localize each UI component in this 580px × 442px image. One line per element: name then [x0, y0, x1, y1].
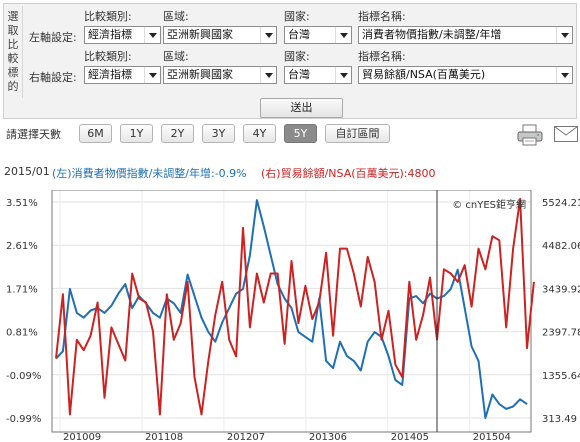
left-axis-tick: 1.71%	[6, 284, 38, 295]
x-axis-tick: 201207	[227, 432, 265, 442]
range-5y-button[interactable]: 5Y	[284, 124, 317, 143]
right-axis-tick: 4482.06	[542, 241, 580, 252]
right-indicator-value: 貿易餘額/NSA(百萬美元)	[362, 68, 486, 81]
chevron-down-icon	[335, 27, 351, 43]
x-axis-tick: 201306	[309, 432, 347, 442]
right-indicator-select[interactable]: 貿易餘額/NSA(百萬美元)	[358, 66, 573, 84]
right-region-select[interactable]: 亞洲新興國家	[163, 66, 277, 84]
left-axis-tick: -0.09%	[6, 371, 41, 382]
right-category-select[interactable]: 經濟指標	[84, 66, 161, 84]
legend-right-series: (右)貿易餘額/NSA(百萬美元):4800	[261, 167, 436, 180]
left-axis-tick: 2.61%	[6, 241, 38, 252]
selection-panel: 選取比較標的 比較類別: 區域: 國家: 指標名稱: 左軸設定: 經濟指標 亞洲…	[3, 3, 577, 119]
x-axis-tick: 201405	[391, 432, 429, 442]
chart-series	[55, 197, 535, 419]
chevron-down-icon	[556, 27, 572, 43]
left-category-value: 經濟指標	[88, 28, 132, 41]
days-label: 請選擇天數	[6, 128, 61, 141]
indicator-label-right: 指標名稱:	[358, 50, 406, 63]
printer-icon[interactable]	[517, 124, 543, 146]
chevron-down-icon	[260, 27, 276, 43]
right-series-line	[55, 197, 535, 416]
left-indicator-value: 消費者物價指數/未調整/年增	[362, 28, 502, 41]
legend-left-series: (左)消費者物價指數/未調整/年增:-0.9%	[52, 167, 247, 180]
right-axis-tick: 2397.78	[542, 328, 580, 339]
range-3y-button[interactable]: 3Y	[202, 124, 235, 143]
right-country-value: 台灣	[288, 68, 310, 81]
chevron-down-icon	[144, 67, 160, 83]
range-4y-button[interactable]: 4Y	[243, 124, 276, 143]
left-category-select[interactable]: 經濟指標	[84, 26, 161, 44]
indicator-label-left: 指標名稱:	[358, 10, 406, 23]
right-axis-tick: 313.49	[542, 414, 577, 425]
x-axis: 201009 201108 201207 201306 201405 201504	[63, 432, 511, 442]
left-country-select[interactable]: 台灣	[284, 26, 352, 44]
left-country-value: 台灣	[288, 28, 310, 41]
watermark: © cnYES鉅亨網	[452, 198, 526, 211]
chart: 3.51% 2.61% 1.71% 0.81% -0.09% -0.99% 5524.21…	[6, 190, 580, 442]
x-axis-tick: 201108	[145, 432, 183, 442]
region-label-left: 區域:	[163, 10, 189, 23]
x-axis-tick: 201504	[473, 432, 511, 442]
x-axis-tick: 201009	[63, 432, 101, 442]
chevron-down-icon	[556, 67, 572, 83]
right-axis-tick: 3439.92	[542, 284, 580, 295]
left-axis-label: 左軸設定:	[29, 31, 77, 44]
right-axis-label: 右軸設定:	[29, 71, 77, 84]
country-label-left: 國家:	[284, 10, 310, 23]
left-axis-tick: -0.99%	[6, 414, 41, 425]
right-axis-tick: 1355.64	[542, 371, 580, 382]
chevron-down-icon	[144, 27, 160, 43]
region-label-right: 區域:	[163, 50, 189, 63]
left-region-select[interactable]: 亞洲新興國家	[163, 26, 277, 44]
submit-button[interactable]: 送出	[260, 98, 343, 118]
category-label-right: 比較類別:	[84, 50, 132, 63]
panel-divider	[22, 6, 23, 98]
right-axis: 5524.21 4482.06 3439.92 2397.78 1355.64 313.4…	[542, 198, 580, 425]
panel-side-label: 選取比較標的	[7, 10, 19, 93]
category-label-left: 比較類別:	[84, 10, 132, 23]
custom-range-button[interactable]: 自訂區間	[325, 124, 390, 143]
left-indicator-select[interactable]: 消費者物價指數/未調整/年增	[358, 26, 573, 44]
right-axis-tick: 5524.21	[542, 198, 580, 209]
chevron-down-icon	[335, 67, 351, 83]
legend-date: 2015/01	[4, 165, 50, 178]
left-series-line	[55, 199, 528, 419]
right-category-value: 經濟指標	[88, 68, 132, 81]
left-axis-tick: 0.81%	[6, 328, 38, 339]
range-2y-button[interactable]: 2Y	[161, 124, 194, 143]
right-region-value: 亞洲新興國家	[167, 68, 233, 81]
mail-icon[interactable]	[554, 126, 578, 142]
chevron-down-icon	[260, 67, 276, 83]
left-axis-tick: 3.51%	[6, 198, 38, 209]
left-region-value: 亞洲新興國家	[167, 28, 233, 41]
left-axis: 3.51% 2.61% 1.71% 0.81% -0.09% -0.99%	[6, 198, 41, 425]
range-6m-button[interactable]: 6M	[79, 124, 112, 143]
right-country-select[interactable]: 台灣	[284, 66, 352, 84]
range-1y-button[interactable]: 1Y	[120, 124, 153, 143]
country-label-right: 國家:	[284, 50, 310, 63]
